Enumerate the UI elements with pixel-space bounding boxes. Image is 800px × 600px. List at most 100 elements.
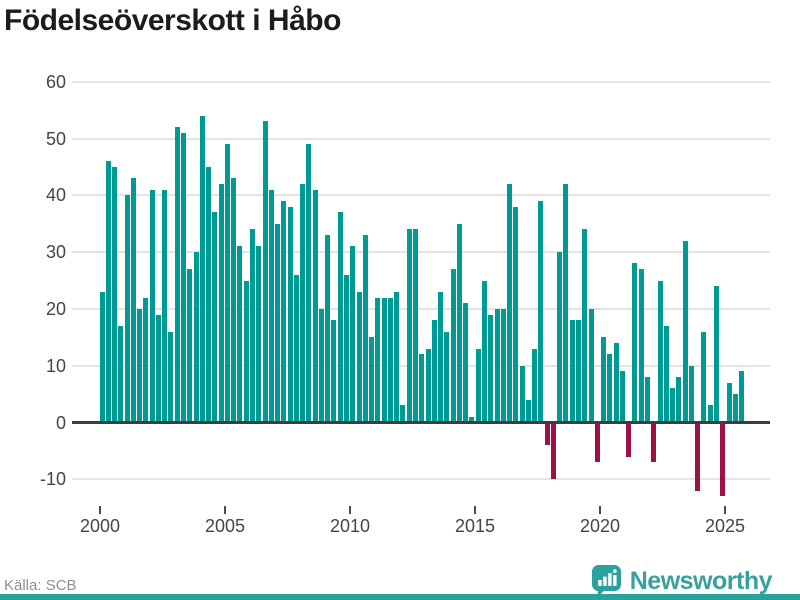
bar xyxy=(732,394,738,423)
bar xyxy=(312,189,318,423)
y-tick-label: -10 xyxy=(39,469,66,490)
bar xyxy=(237,246,243,423)
bar xyxy=(688,365,694,423)
bar xyxy=(168,331,174,423)
bar xyxy=(243,280,249,423)
bar xyxy=(118,325,124,423)
bar xyxy=(262,121,268,423)
gridline xyxy=(72,80,770,83)
bar xyxy=(130,178,136,423)
bar xyxy=(362,235,368,423)
bottom-accent-strip xyxy=(0,594,800,600)
bar xyxy=(519,365,525,423)
bar xyxy=(356,291,362,423)
newsworthy-icon xyxy=(591,565,621,597)
bar xyxy=(149,189,155,423)
y-tick-label: 0 xyxy=(55,412,66,433)
bar xyxy=(419,354,425,423)
bar xyxy=(644,377,650,423)
bar xyxy=(481,280,487,423)
bar xyxy=(720,422,726,497)
bar xyxy=(670,388,676,423)
bar xyxy=(406,229,412,423)
bar xyxy=(557,252,563,423)
gridline xyxy=(72,307,770,310)
bar xyxy=(300,183,306,423)
bar xyxy=(112,166,118,423)
x-tick xyxy=(349,506,351,514)
bar xyxy=(713,286,719,423)
bar xyxy=(601,337,607,423)
bar xyxy=(337,212,343,423)
bar xyxy=(344,274,350,423)
bar xyxy=(739,371,745,423)
bar xyxy=(199,115,205,423)
y-tick-label: 30 xyxy=(45,242,66,263)
bar xyxy=(563,183,569,423)
y-tick-label: 40 xyxy=(45,185,66,206)
bar xyxy=(682,240,688,423)
bar xyxy=(381,297,387,423)
bar xyxy=(224,144,230,423)
bar xyxy=(268,189,274,423)
bar xyxy=(500,308,506,423)
chart-title: Födelseöverskott i Håbo xyxy=(4,4,341,37)
bar xyxy=(287,206,293,423)
bar xyxy=(576,320,582,423)
bar xyxy=(701,331,707,423)
bar xyxy=(513,206,519,423)
bar xyxy=(544,422,550,446)
bar xyxy=(293,274,299,423)
bar xyxy=(469,416,475,423)
bar xyxy=(387,297,393,423)
bar xyxy=(99,291,105,423)
bar xyxy=(218,183,224,423)
bar xyxy=(663,325,669,423)
bar xyxy=(507,183,513,423)
bar xyxy=(137,308,143,423)
x-tick xyxy=(474,506,476,514)
bar xyxy=(143,297,149,423)
bar xyxy=(651,422,657,463)
bar xyxy=(318,308,324,423)
gridline xyxy=(72,194,770,197)
bar xyxy=(256,246,262,423)
gridline xyxy=(72,478,770,481)
bar xyxy=(569,320,575,423)
y-tick-label: 50 xyxy=(45,128,66,149)
bar xyxy=(676,377,682,423)
bar xyxy=(588,308,594,423)
x-tick-label: 2005 xyxy=(204,516,246,536)
bar xyxy=(626,422,632,457)
x-tick xyxy=(599,506,601,514)
bar xyxy=(281,200,287,423)
bar xyxy=(488,314,494,423)
bar xyxy=(275,223,281,423)
bar xyxy=(726,382,732,423)
bar xyxy=(525,399,531,423)
bar xyxy=(538,200,544,423)
brand-name: Newsworthy xyxy=(629,566,773,595)
bar xyxy=(657,280,663,423)
gridline xyxy=(72,251,770,254)
bar xyxy=(613,342,619,423)
bar xyxy=(438,291,444,423)
bar xyxy=(425,348,431,423)
bar xyxy=(306,144,312,423)
bar xyxy=(350,246,356,423)
bar xyxy=(206,166,212,423)
bar xyxy=(105,161,111,423)
bar xyxy=(463,303,469,423)
bar xyxy=(193,252,199,423)
newsworthy-logo[interactable]: Newsworthy xyxy=(591,564,773,598)
bar xyxy=(375,297,381,423)
bar xyxy=(450,269,456,423)
bar xyxy=(607,354,613,423)
y-tick-label: 10 xyxy=(45,355,66,376)
x-tick xyxy=(224,506,226,514)
bar xyxy=(638,269,644,423)
bar xyxy=(162,189,168,423)
bar xyxy=(231,178,237,423)
bar xyxy=(413,229,418,423)
